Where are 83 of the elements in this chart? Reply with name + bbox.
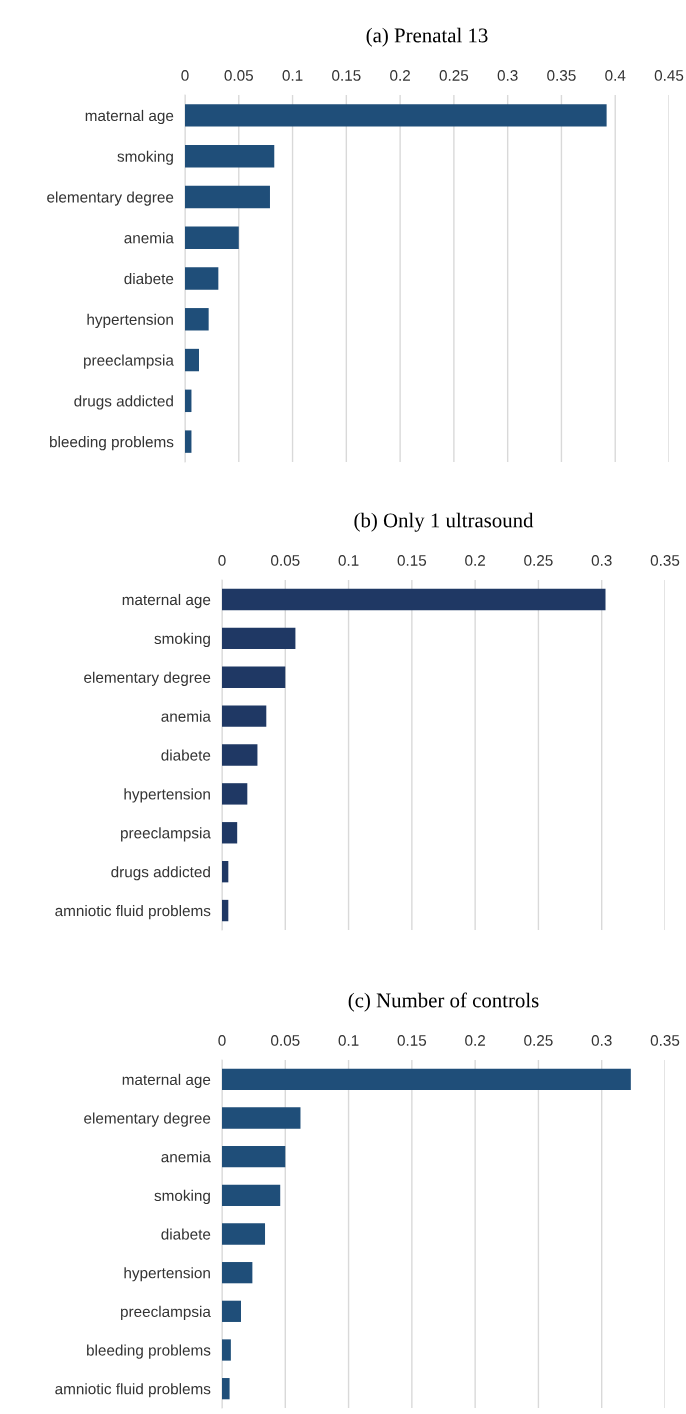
chart-title: (b) Only 1 ultrasound bbox=[354, 512, 534, 532]
bar bbox=[222, 666, 286, 688]
bar bbox=[185, 430, 192, 453]
bar bbox=[185, 226, 239, 249]
x-tick-label: 0.1 bbox=[338, 1035, 359, 1046]
y-tick-label: diabete bbox=[161, 749, 211, 761]
x-tick-label: 0.15 bbox=[397, 555, 427, 566]
x-tick-label: 0.05 bbox=[271, 1035, 300, 1046]
x-tick-label: 0.15 bbox=[397, 1035, 427, 1046]
x-tick-label: 0.4 bbox=[605, 70, 626, 81]
bar bbox=[185, 389, 192, 413]
bar bbox=[185, 185, 270, 209]
y-tick-label: preeclampsia bbox=[84, 354, 174, 369]
bar bbox=[222, 822, 238, 844]
bar bbox=[222, 1378, 230, 1400]
x-tick-label: 0.3 bbox=[591, 1035, 612, 1046]
x-tick-label: 0.1 bbox=[338, 555, 359, 566]
bar bbox=[185, 144, 275, 168]
bar bbox=[222, 1262, 253, 1284]
bar bbox=[222, 783, 248, 805]
x-tick-label: 0.05 bbox=[271, 555, 300, 566]
x-tick-label: 0.1 bbox=[282, 70, 303, 81]
chart-title: (a) Prenatal 13 bbox=[366, 27, 488, 47]
x-tick-label: 0.25 bbox=[524, 1035, 553, 1046]
y-tick-label: anemia bbox=[161, 1151, 211, 1163]
y-tick-label: maternal age bbox=[122, 1073, 211, 1089]
x-tick-label: 0.25 bbox=[439, 70, 469, 81]
bar bbox=[222, 1184, 281, 1206]
y-tick-label: amniotic fluid problems bbox=[55, 905, 211, 920]
bar bbox=[222, 1068, 631, 1090]
bar bbox=[222, 588, 606, 611]
y-tick-label: amniotic fluid problems bbox=[55, 1383, 211, 1398]
y-tick-label: elementary degree bbox=[84, 671, 211, 686]
x-tick-label: 0.2 bbox=[465, 1035, 485, 1046]
chart-title: (c) Number of controls bbox=[348, 992, 539, 1012]
y-tick-label: elementary degree bbox=[47, 191, 174, 206]
bar bbox=[222, 1300, 241, 1322]
y-tick-label: smoking bbox=[154, 1189, 210, 1205]
bar bbox=[222, 1107, 301, 1129]
bar bbox=[185, 348, 199, 372]
x-tick-label: 0 bbox=[218, 555, 226, 566]
x-tick-label: 0.05 bbox=[224, 70, 254, 81]
bar bbox=[185, 104, 607, 127]
y-tick-label: smoking bbox=[154, 632, 210, 648]
y-tick-label: maternal age bbox=[122, 593, 211, 609]
y-tick-label: hypertension bbox=[124, 788, 210, 803]
y-tick-label: anemia bbox=[124, 232, 174, 244]
y-tick-label: diabete bbox=[124, 272, 174, 285]
y-tick-label: smoking bbox=[117, 150, 173, 165]
y-tick-label: bleeding problems bbox=[50, 436, 174, 451]
bar bbox=[222, 1146, 286, 1168]
y-tick-label: anemia bbox=[161, 710, 211, 722]
bar bbox=[222, 1223, 266, 1245]
bar bbox=[222, 1339, 231, 1361]
x-tick-label: 0.3 bbox=[497, 70, 518, 81]
y-tick-label: drugs addicted bbox=[111, 866, 210, 881]
x-tick-label: 0.45 bbox=[654, 70, 684, 81]
x-tick-label: 0.3 bbox=[591, 555, 612, 566]
x-tick-label: 0.15 bbox=[332, 70, 361, 81]
bar bbox=[222, 705, 267, 727]
y-tick-label: maternal age bbox=[85, 109, 174, 125]
bar bbox=[222, 860, 229, 883]
x-tick-label: 0 bbox=[181, 70, 189, 81]
y-tick-label: hypertension bbox=[124, 1267, 210, 1282]
x-tick-label: 0.2 bbox=[465, 555, 485, 566]
y-tick-label: preeclampsia bbox=[121, 827, 211, 842]
x-tick-label: 0 bbox=[218, 1035, 226, 1046]
x-tick-label: 0.25 bbox=[524, 555, 553, 566]
bar bbox=[185, 267, 219, 290]
y-tick-label: diabete bbox=[161, 1228, 211, 1240]
y-tick-label: preeclampsia bbox=[121, 1305, 211, 1321]
y-tick-label: hypertension bbox=[87, 313, 173, 328]
bar bbox=[222, 627, 296, 650]
bar bbox=[222, 744, 258, 766]
bar bbox=[222, 899, 229, 922]
x-tick-label: 0.35 bbox=[650, 555, 680, 566]
x-tick-label: 0.35 bbox=[650, 1035, 680, 1046]
x-tick-label: 0.2 bbox=[390, 70, 410, 81]
y-tick-label: drugs addicted bbox=[74, 395, 173, 410]
x-tick-label: 0.35 bbox=[547, 70, 576, 81]
bar bbox=[185, 308, 209, 331]
y-tick-label: elementary degree bbox=[84, 1112, 211, 1127]
y-tick-label: bleeding problems bbox=[87, 1344, 211, 1359]
